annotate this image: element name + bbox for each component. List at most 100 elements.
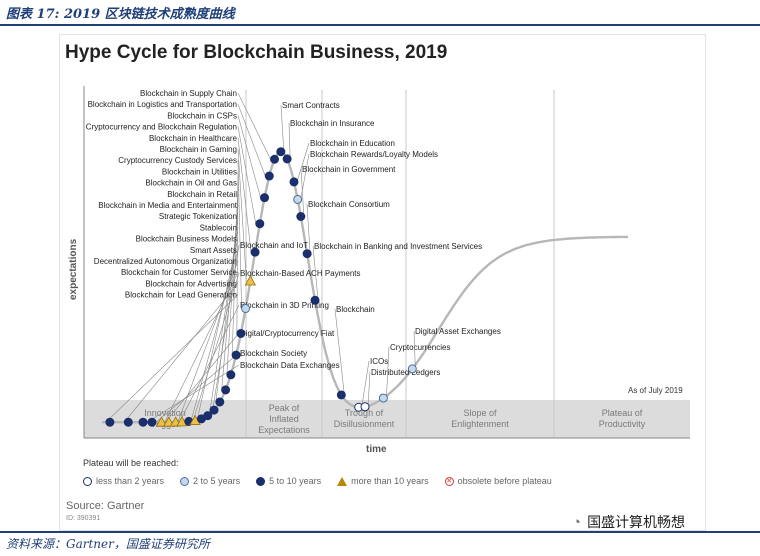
technology-label: Digital Asset Exchanges <box>415 327 501 336</box>
legend-item-obs: ✕ obsolete before plateau <box>444 476 552 486</box>
label-leader <box>296 142 310 182</box>
top-rule <box>0 24 760 26</box>
technology-label: Blockchain in Utilities <box>162 167 237 176</box>
technology-label: Blockchain in Insurance <box>290 119 375 128</box>
chart-title: Hype Cycle for Blockchain Business, 2019 <box>65 42 448 63</box>
label-leader <box>155 352 240 423</box>
technology-label: Strategic Tokenization <box>159 212 237 221</box>
technology-label: Stablecoin <box>200 223 237 232</box>
technology-marker <box>407 364 417 374</box>
technology-label: Blockchain <box>336 305 375 314</box>
technology-label: Blockchain Society <box>240 349 307 358</box>
phase-label-strip <box>84 400 690 438</box>
technology-label: Blockchain in Oil and Gas <box>145 179 237 188</box>
label-leader <box>165 332 240 423</box>
label-leader <box>124 283 239 423</box>
label-leader <box>237 160 242 309</box>
label-leader <box>190 249 239 421</box>
label-leader <box>237 104 266 177</box>
label-leader <box>192 272 240 422</box>
technology-marker <box>209 405 219 415</box>
label-leader <box>361 360 370 408</box>
technology-label: Blockchain for Lead Generation <box>125 291 237 300</box>
technology-label: Blockchain in Logistics and Transportati… <box>88 100 237 109</box>
technology-label: Blockchain in 3D Printing <box>240 301 329 310</box>
technology-label: ICOs <box>370 357 388 366</box>
technology-marker <box>293 194 303 204</box>
brand-mark: ◔ 国盛计算机畅想 <box>572 512 685 532</box>
y-axis-label: expectations <box>68 238 79 300</box>
legend-label-lt2: less than 2 years <box>96 476 165 486</box>
legend-symbol-gt10 <box>337 476 348 486</box>
technology-label: Blockchain Rewards/Loyalty Models <box>310 150 438 159</box>
phase-label: Slope of Enlightenment <box>451 408 509 429</box>
technology-label: Blockchain in Education <box>310 139 395 148</box>
technology-label: Cryptocurrencies <box>390 343 450 352</box>
technology-marker <box>231 350 241 360</box>
label-leader <box>146 364 240 423</box>
label-leader <box>288 122 291 159</box>
legend-item-5to10: 5 to 10 years <box>256 476 321 486</box>
gartner-source: Source: Gartner <box>66 500 145 512</box>
technology-label: Smart Contracts <box>282 101 340 110</box>
brand-name: 国盛计算机畅想 <box>587 514 686 530</box>
label-leader <box>105 294 239 423</box>
legend: Plateau will be reached: less than 2 yea… <box>83 458 562 486</box>
technology-marker <box>236 328 246 338</box>
technology-marker <box>378 393 388 403</box>
figure-caption: 图表 17: 2019 区块链技术成熟度曲线 <box>6 7 235 22</box>
technology-label: Blockchain and IoT <box>240 241 308 250</box>
technology-labels: Blockchain in Supply Chain Blockchain in … <box>86 89 501 423</box>
gartner-id: ID: 390391 <box>66 515 101 522</box>
bottom-rule <box>0 531 760 533</box>
legend-row: less than 2 years 2 to 5 years 5 to 10 y… <box>83 476 562 486</box>
label-leader <box>306 203 311 254</box>
legend-item-gt10: more than 10 years <box>337 476 429 486</box>
technology-label: Smart Assets <box>190 246 237 255</box>
phase-label: Plateau of Productivity <box>599 408 646 429</box>
phase-bands: InnovationTriggerPeak ofInflatedExpectat… <box>84 90 690 438</box>
legend-item-lt2: less than 2 years <box>83 476 164 486</box>
legend-label-5to10: 5 to 10 years <box>269 476 322 486</box>
source-line: 资料来源：Gartner，国盛证券研究所 <box>6 537 210 551</box>
technology-marker <box>336 390 346 400</box>
technology-label: Blockchain for Customer Service <box>121 268 238 277</box>
technology-marker <box>255 219 265 229</box>
technology-marker <box>147 417 157 427</box>
technology-label: Blockchain in Supply Chain <box>140 89 237 98</box>
legend-symbol-obsolete: ✕ <box>444 476 454 486</box>
legend-title: Plateau will be reached: <box>83 458 179 468</box>
technology-label: Blockchain in Gaming <box>160 145 237 154</box>
label-leader <box>237 115 261 198</box>
phase-label: Trough of Disillusionment <box>334 408 395 429</box>
legend-item-2to5: 2 to 5 years <box>180 476 240 486</box>
legend-label-gt10: more than 10 years <box>351 476 429 486</box>
technology-markers <box>105 147 417 427</box>
label-leader <box>386 346 390 399</box>
technology-marker <box>296 211 306 221</box>
label-leader <box>179 304 240 423</box>
label-leader <box>367 371 371 407</box>
technology-marker <box>226 370 236 380</box>
x-axis-label: time <box>366 444 387 455</box>
technology-marker <box>105 417 115 427</box>
technology-label: Digital/Cryptocurrency Fiat <box>240 329 335 338</box>
legend-symbol-5to10 <box>256 476 266 486</box>
chart-panel <box>59 34 706 531</box>
technology-label: Cryptocurrency and Blockchain Regulation <box>86 123 237 132</box>
technology-label: Distributed Ledgers <box>371 368 440 377</box>
axes: expectations time As of July 2019 <box>68 86 690 455</box>
technology-marker <box>250 247 260 257</box>
technology-marker <box>289 177 299 187</box>
technology-marker <box>123 417 133 427</box>
technology-label: Decentralized Autonomous Organization <box>94 257 237 266</box>
technology-marker <box>163 416 175 427</box>
technology-marker <box>270 154 280 164</box>
label-leader <box>237 137 252 253</box>
technology-marker <box>264 171 274 181</box>
legend-symbol-2to5 <box>180 476 190 486</box>
technology-marker <box>276 147 286 157</box>
label-leader <box>211 244 240 416</box>
technology-marker <box>221 385 231 395</box>
